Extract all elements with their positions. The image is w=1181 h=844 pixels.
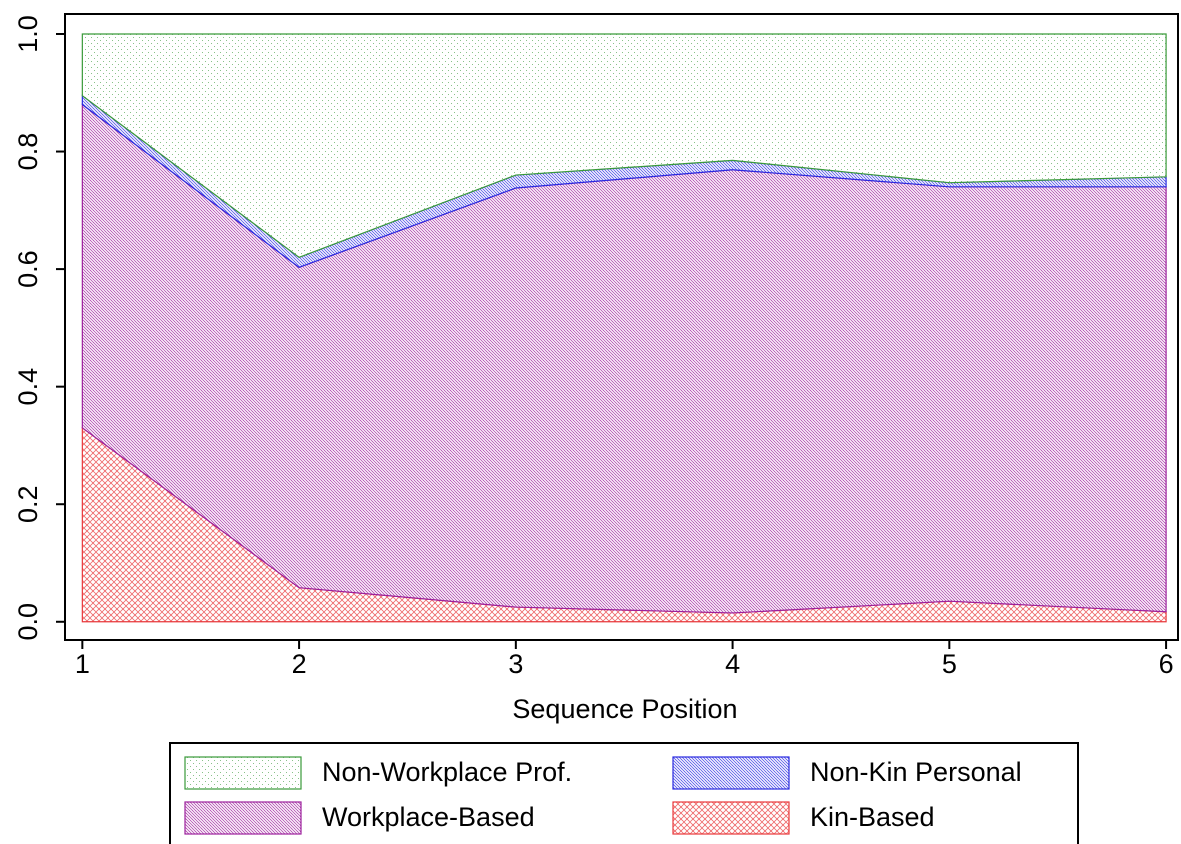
y-tick-label: 0.8: [13, 133, 43, 171]
legend-label: Non-Kin Personal: [810, 757, 1022, 787]
x-axis-label: Sequence Position: [512, 694, 737, 724]
legend-swatch: [184, 801, 302, 835]
x-tick-label: 2: [292, 649, 307, 679]
legend-label: Workplace-Based: [322, 802, 535, 832]
x-tick-label: 3: [508, 649, 523, 679]
y-tick-label: 0.0: [13, 603, 43, 641]
x-tick-label: 6: [1159, 649, 1174, 679]
legend-swatch: [672, 756, 790, 790]
y-tick-label: 0.2: [13, 485, 43, 523]
legend-box: [169, 742, 1079, 844]
x-tick-label: 1: [75, 649, 90, 679]
legend-swatch: [672, 801, 790, 835]
plot-frame: [64, 13, 1179, 641]
legend-swatch: [184, 756, 302, 790]
x-tick-label: 4: [725, 649, 740, 679]
x-tick-label: 5: [942, 649, 957, 679]
y-tick-label: 0.6: [13, 250, 43, 288]
y-tick-label: 0.4: [13, 368, 43, 406]
y-tick-label: 1.0: [13, 15, 43, 53]
legend-label: Kin-Based: [810, 802, 935, 832]
area: [81, 33, 1167, 259]
legend-label: Non-Workplace Prof.: [322, 757, 572, 787]
